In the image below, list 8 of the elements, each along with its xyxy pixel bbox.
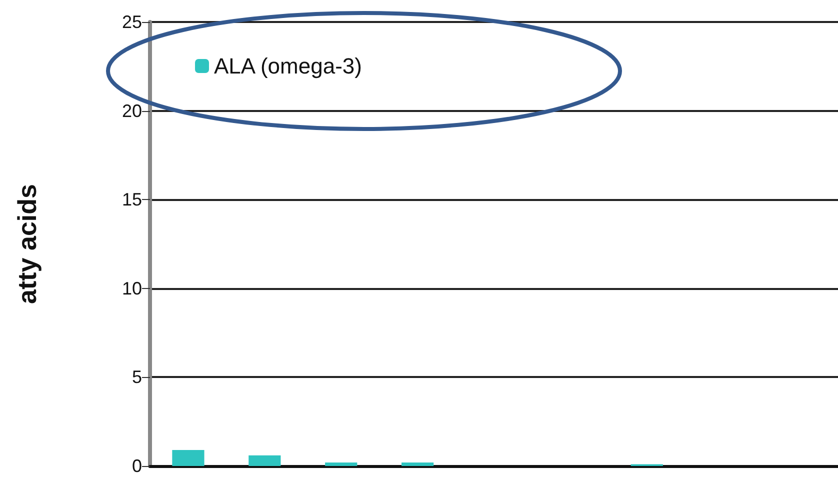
y-tick-label: 0 — [132, 456, 142, 476]
y-tick-label: 5 — [132, 367, 142, 388]
legend-label: ALA (omega-3) — [214, 54, 362, 78]
y-tick-label: 25 — [122, 12, 142, 32]
y-tick-label: 20 — [122, 100, 142, 121]
y-axis-title: atty acids — [12, 184, 42, 304]
y-tick-label: 15 — [122, 190, 142, 210]
y-tick-label: 10 — [122, 278, 142, 298]
